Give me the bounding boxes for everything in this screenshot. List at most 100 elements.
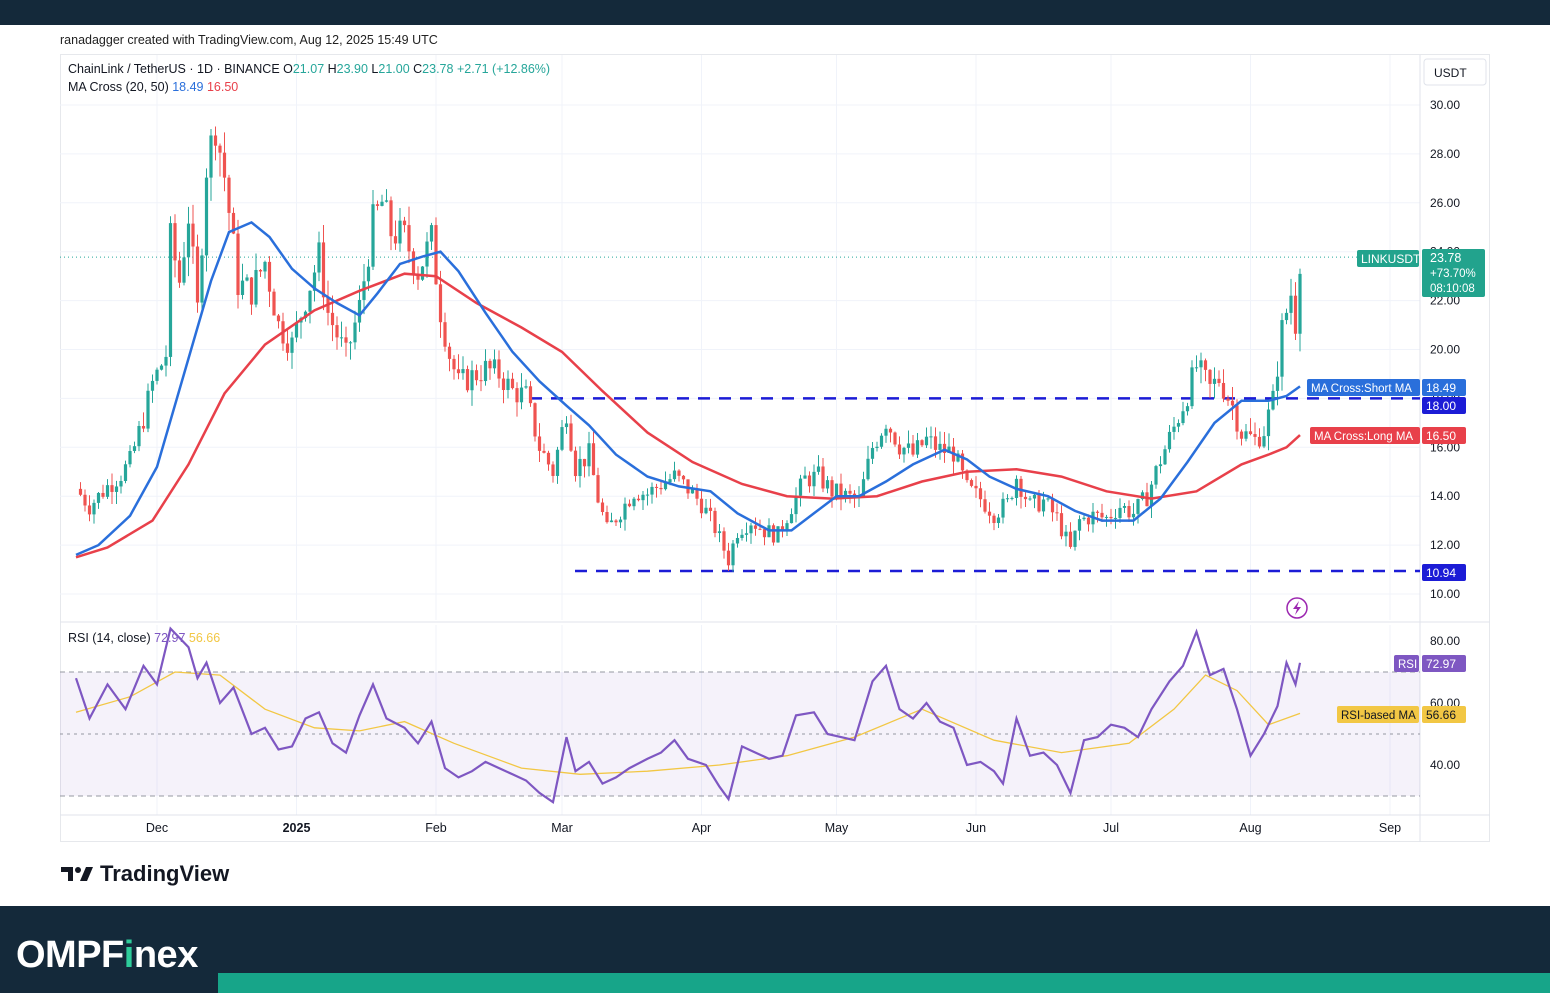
candle-body — [461, 369, 465, 374]
candle-body — [1082, 517, 1086, 520]
candle-body — [569, 423, 573, 451]
candle-body — [195, 246, 200, 303]
time-tick-label: Jul — [1103, 821, 1119, 835]
candle-body — [1185, 406, 1190, 412]
candle-body — [555, 449, 560, 476]
candle-body — [834, 483, 839, 497]
price-tick-label: 12.00 — [1430, 538, 1460, 552]
candle-body — [470, 370, 474, 391]
candle-body — [776, 526, 780, 543]
candle-body — [1298, 273, 1302, 334]
chart-credit: ranadagger created with TradingView.com,… — [60, 33, 438, 47]
rsi-tag-label: RSI — [1398, 659, 1417, 671]
candle-body — [794, 495, 798, 515]
candle-body — [924, 436, 929, 446]
currency-label: USDT — [1434, 66, 1467, 80]
candle-body — [452, 358, 456, 370]
time-tick-label: Dec — [146, 821, 168, 835]
candle-body — [920, 440, 924, 446]
candle-body — [947, 446, 951, 453]
candle-body — [222, 152, 227, 178]
candle-body — [731, 543, 735, 566]
candle-body — [96, 492, 101, 503]
candle-body — [164, 356, 168, 366]
rsi-tag-value: 72.97 — [1426, 657, 1456, 671]
time-tick-label: 2025 — [283, 821, 311, 835]
candle-body — [564, 423, 569, 428]
long-ma-tag-label: MA Cross:Long MA — [1314, 431, 1413, 443]
candle-body — [168, 223, 173, 357]
candle-body — [308, 290, 312, 312]
candle-body — [762, 529, 767, 538]
candle-body — [1140, 492, 1145, 500]
candle-body — [933, 436, 938, 450]
candle-body — [353, 322, 357, 343]
time-tick-label: Feb — [425, 821, 447, 835]
candle-body — [231, 212, 236, 234]
short-ma-tag-value-bg — [1422, 379, 1466, 396]
candle-body — [537, 436, 542, 451]
candle-body — [101, 492, 105, 497]
candle-body — [402, 220, 407, 226]
candle-body — [1167, 431, 1172, 450]
candle-body — [1253, 434, 1257, 437]
time-tick-label: Jun — [966, 821, 986, 835]
candle-body — [551, 464, 555, 476]
candle-body — [735, 537, 740, 544]
candle-body — [249, 277, 254, 305]
candle-body — [132, 446, 137, 451]
ma-indicator-header: MA Cross (20, 50) 18.49 16.50 — [68, 80, 238, 94]
candle-body — [807, 475, 812, 487]
time-tick-label: Apr — [692, 821, 711, 835]
candle-body — [726, 550, 731, 566]
candle-body — [533, 403, 537, 437]
candle-body — [371, 204, 375, 267]
candle-body — [600, 502, 605, 513]
candle-body — [240, 280, 245, 295]
candle-body — [1235, 405, 1239, 432]
candle-body — [830, 480, 834, 497]
candle-body — [888, 428, 893, 433]
candle-body — [542, 450, 546, 453]
candle-body — [546, 452, 551, 465]
lower-level-tag-bg — [1422, 564, 1466, 581]
time-tick-label: Mar — [551, 821, 573, 835]
candle-body — [1266, 409, 1271, 437]
candle-body — [744, 533, 749, 535]
time-tick-label: Aug — [1239, 821, 1261, 835]
candle-body — [821, 466, 825, 489]
time-tick-label: May — [825, 821, 849, 835]
candle-body — [992, 515, 996, 524]
candle-body — [614, 520, 618, 523]
candle-body — [114, 486, 119, 492]
candle-body — [740, 534, 744, 538]
candle-body — [884, 428, 888, 436]
top-bar — [0, 0, 1550, 25]
candle-body — [492, 359, 497, 369]
candle-body — [515, 388, 519, 403]
rsi-tag-label-bg — [1394, 655, 1419, 672]
candle-body — [1145, 492, 1149, 507]
candle-body — [848, 490, 852, 494]
candle-body — [929, 436, 933, 438]
candle-body — [488, 360, 492, 369]
candle-body — [420, 266, 425, 280]
candle-body — [245, 277, 249, 281]
candle-body — [398, 220, 402, 244]
candle-body — [960, 453, 965, 471]
candle-body — [1028, 498, 1032, 500]
short-ma-tag-label-bg — [1307, 379, 1420, 396]
candle-body — [1199, 360, 1203, 368]
brand-text-2: nex — [133, 934, 198, 976]
candle-body — [560, 427, 564, 450]
candle-body — [956, 453, 960, 462]
candle-body — [915, 440, 920, 455]
candle-body — [155, 369, 159, 381]
candle-body — [1190, 367, 1194, 407]
candle-body — [416, 274, 420, 280]
candle-body — [312, 272, 317, 291]
price-tag-change: +73.70% — [1430, 268, 1476, 280]
price-tag-price: 23.78 — [1430, 251, 1461, 265]
candle-body — [969, 480, 974, 486]
